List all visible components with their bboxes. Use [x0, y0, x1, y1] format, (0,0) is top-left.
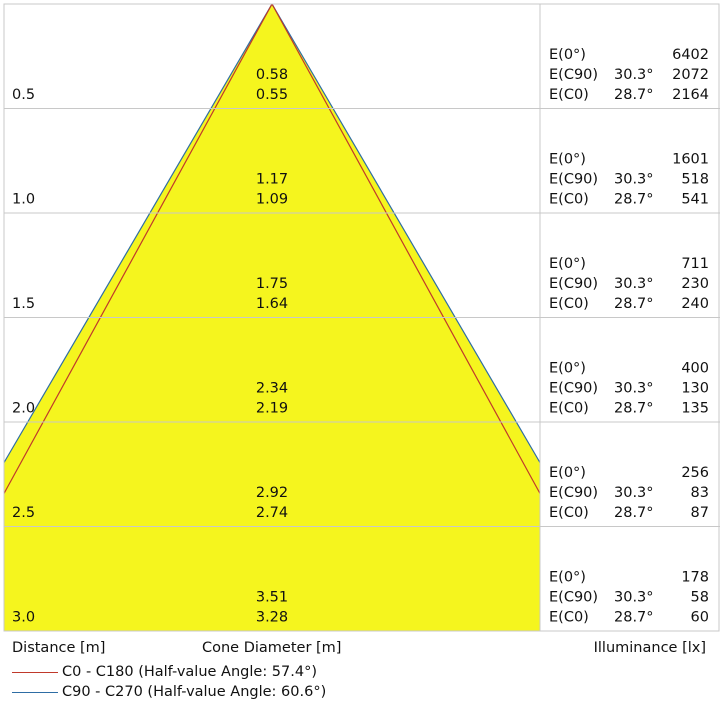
illuminance-e-c90-4: 83	[691, 485, 709, 501]
legend-label-c0-c180: C0 - C180 (Half-value Angle: 57.4°)	[62, 664, 318, 680]
cone-diameter-c0-4: 2.74	[256, 505, 288, 521]
angle-c90-3: 30.3°	[614, 381, 654, 397]
angle-c0-3: 28.7°	[614, 401, 654, 417]
cone-diameter-c0-2: 1.64	[256, 296, 288, 312]
row-label-e-c90-1: E(C90)	[549, 172, 598, 188]
beam-edge-c90-right	[271, 3, 541, 463]
plot-border	[3, 3, 720, 632]
row-label-e-c0-0: E(C0)	[549, 87, 589, 103]
illuminance-axis-label: Illuminance [lx]	[593, 640, 706, 656]
beam-edge-c0-left	[3, 3, 273, 494]
cone-diagram: 0.5 0.58 0.55 E(0°) E(C90) E(C0) 30.3° 28.7° 640…	[3, 3, 720, 632]
illuminance-e0-5: 178	[681, 570, 709, 586]
row-label-e-c0-4: E(C0)	[549, 505, 589, 521]
row-label-e-c90-0: E(C90)	[549, 67, 598, 83]
row-label-e0-2: E(0°)	[549, 256, 586, 272]
angle-c0-5: 28.7°	[614, 610, 654, 626]
illuminance-e-c90-3: 130	[681, 381, 709, 397]
angle-c90-1: 30.3°	[614, 172, 654, 188]
cone-diameter-c0-5: 3.28	[256, 610, 288, 626]
cone-diameter-axis-label: Cone Diameter [m]	[202, 640, 342, 656]
cone-diameter-c90-4: 2.92	[256, 485, 288, 501]
row-label-e0-3: E(0°)	[549, 361, 586, 377]
legend-item-c0-c180: C0 - C180 (Half-value Angle: 57.4°)	[12, 662, 317, 682]
footer: Distance [m] Cone Diameter [m] Illuminan…	[0, 636, 720, 703]
legend-item-c90-c270: C90 - C270 (Half-value Angle: 60.6°)	[12, 682, 326, 702]
cone-diameter-c0-3: 2.19	[256, 401, 288, 417]
angle-c90-5: 30.3°	[614, 590, 654, 606]
angle-c90-0: 30.3°	[614, 67, 654, 83]
row-label-e-c90-4: E(C90)	[549, 485, 598, 501]
distance-label-2.5: 2.5	[12, 505, 35, 521]
legend-swatch-c90-c270	[12, 691, 58, 693]
cone-diameter-c90-0: 0.58	[256, 67, 288, 83]
cone-diameter-c90-3: 2.34	[256, 381, 288, 397]
illuminance-e0-1: 1601	[672, 152, 709, 168]
row-label-e0-0: E(0°)	[549, 47, 586, 63]
row-label-e-c90-2: E(C90)	[549, 276, 598, 292]
illuminance-e-c90-1: 518	[681, 172, 709, 188]
angle-c0-4: 28.7°	[614, 505, 654, 521]
distance-label-0.5: 0.5	[12, 87, 35, 103]
illuminance-e0-2: 711	[681, 256, 709, 272]
legend-label-c90-c270: C90 - C270 (Half-value Angle: 60.6°)	[62, 684, 327, 700]
illuminance-e-c90-2: 230	[681, 276, 709, 292]
row-label-e-c0-3: E(C0)	[549, 401, 589, 417]
illuminance-e-c0-0: 2164	[672, 87, 709, 103]
illuminance-e-c0-5: 60	[691, 610, 709, 626]
illuminance-e-c0-4: 87	[691, 505, 709, 521]
row-label-e-c90-5: E(C90)	[549, 590, 598, 606]
illuminance-e-c90-5: 58	[691, 590, 709, 606]
illuminance-e0-3: 400	[681, 361, 709, 377]
distance-label-2.0: 2.0	[12, 401, 35, 417]
angle-c0-2: 28.7°	[614, 296, 654, 312]
beam-edge-c90-left	[3, 3, 273, 463]
illuminance-e-c0-3: 135	[681, 401, 709, 417]
distance-label-1.0: 1.0	[12, 192, 35, 208]
cone-diameter-c90-2: 1.75	[256, 276, 288, 292]
illuminance-e-c0-2: 240	[681, 296, 709, 312]
angle-c90-4: 30.3°	[614, 485, 654, 501]
legend-swatch-c0-c180	[12, 671, 58, 673]
cone-diameter-c0-1: 1.09	[256, 192, 288, 208]
cone-diameter-c90-1: 1.17	[256, 172, 288, 188]
row-label-e-c0-5: E(C0)	[549, 610, 589, 626]
row-label-e0-4: E(0°)	[549, 465, 586, 481]
angle-c0-0: 28.7°	[614, 87, 654, 103]
beam-edge-c0-right	[271, 3, 541, 494]
row-label-e-c90-3: E(C90)	[549, 381, 598, 397]
angle-c0-1: 28.7°	[614, 192, 654, 208]
illuminance-e0-4: 256	[681, 465, 709, 481]
row-label-e0-1: E(0°)	[549, 152, 586, 168]
angle-c90-2: 30.3°	[614, 276, 654, 292]
illuminance-e-c90-0: 2072	[672, 67, 709, 83]
row-label-e-c0-2: E(C0)	[549, 296, 589, 312]
distance-axis-label: Distance [m]	[12, 640, 106, 656]
cone-diameter-c0-0: 0.55	[256, 87, 288, 103]
distance-label-1.5: 1.5	[12, 296, 35, 312]
illuminance-e-c0-1: 541	[681, 192, 709, 208]
cone-diameter-c90-5: 3.51	[256, 590, 288, 606]
row-label-e0-5: E(0°)	[549, 570, 586, 586]
row-label-e-c0-1: E(C0)	[549, 192, 589, 208]
illuminance-e0-0: 6402	[672, 47, 709, 63]
distance-label-3.0: 3.0	[12, 610, 35, 626]
